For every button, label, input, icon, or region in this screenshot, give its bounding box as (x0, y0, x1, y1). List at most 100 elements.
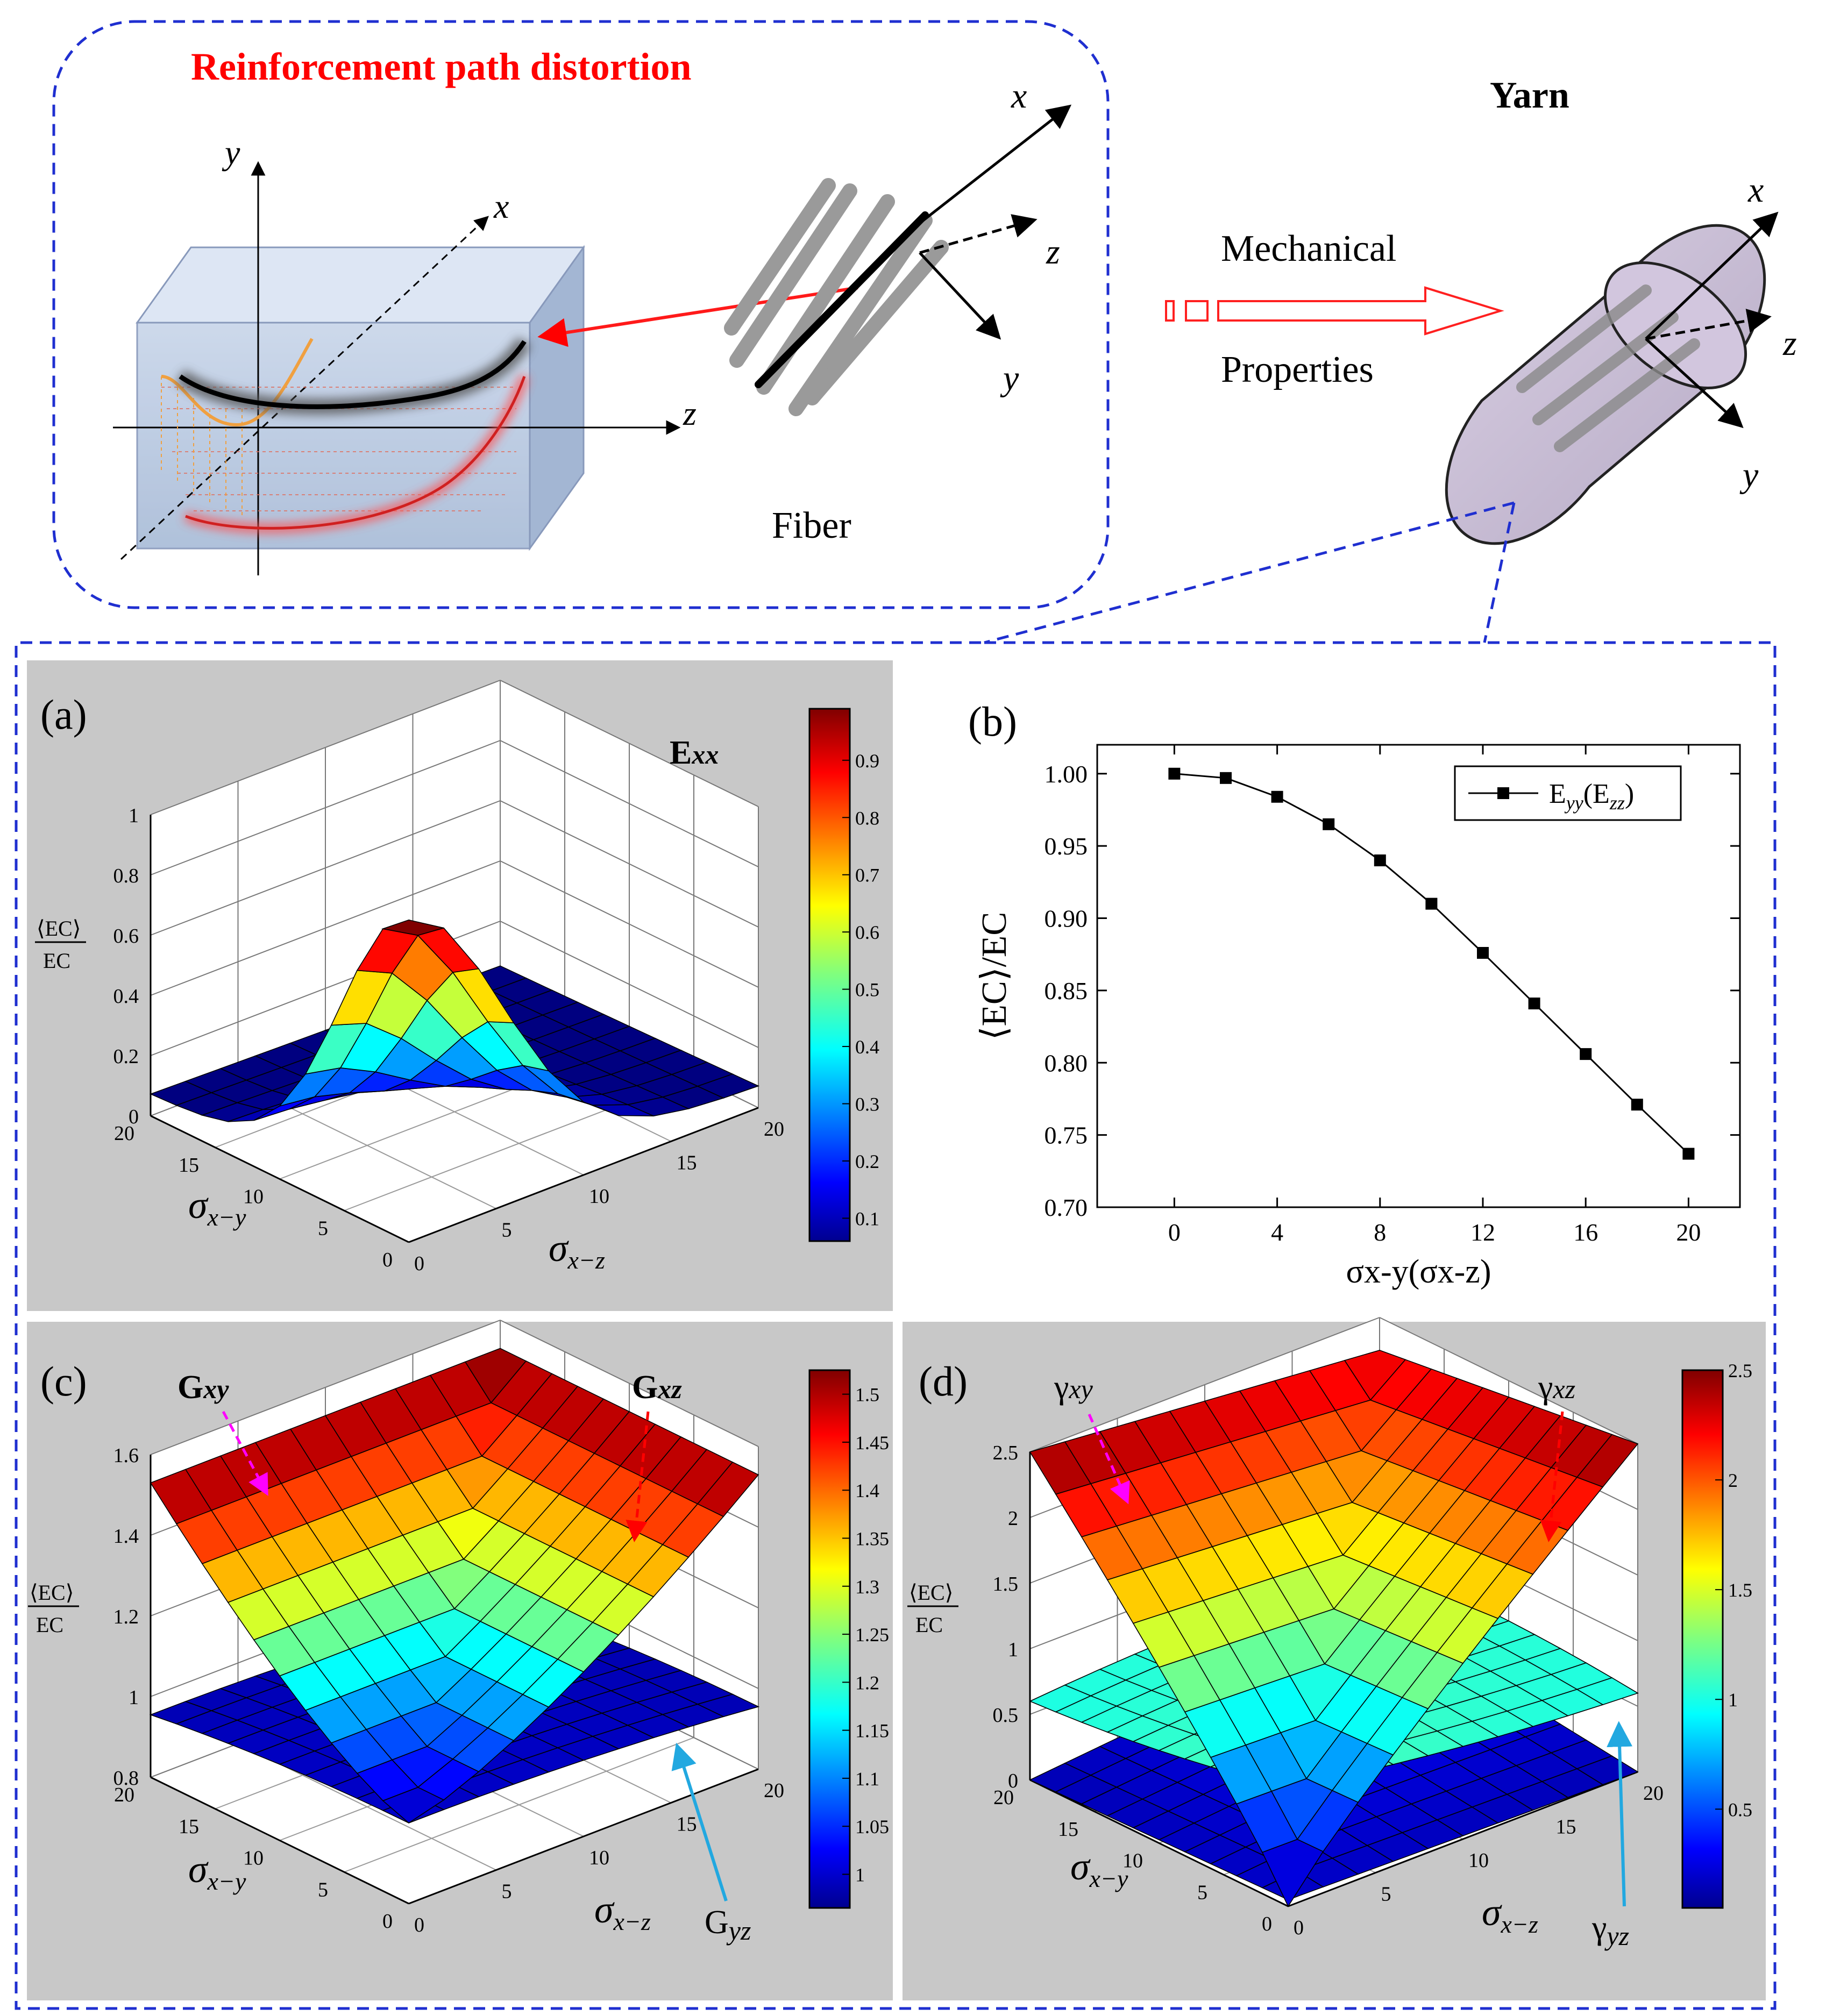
z-tick-label: 0.4 (113, 985, 139, 1008)
y-axis (150, 1115, 409, 1243)
colorbar-tick-label: 0.5 (855, 979, 879, 1001)
colorbar-tick-label: 0.6 (855, 922, 879, 943)
z-tick-label: 0.6 (113, 925, 139, 948)
surface-cell (381, 919, 444, 936)
y-tick-label: 10 (243, 1186, 264, 1208)
x-tick-label: 20 (1676, 1219, 1701, 1246)
wall-grid (500, 860, 759, 988)
panel-b-letter: (b) (968, 698, 1017, 745)
wall-grid (150, 680, 501, 815)
red-curve (185, 376, 526, 530)
distortion-box-outline (52, 20, 1110, 609)
panel-d-letter: (d) (919, 1358, 968, 1405)
y-tick-label: 0.90 (1045, 905, 1088, 932)
panel-b-chart: 0 4 8 12 16 20 0.70 0.75 0.80 0.85 0.90 0.95 1.00 σx-… (975, 744, 1741, 1290)
z-tick-label: 2 (1008, 1507, 1018, 1530)
z-tick-label: 0.8 (113, 1767, 139, 1790)
colorbar-tick-label: 1.3 (855, 1576, 879, 1598)
data-point (1528, 998, 1540, 1010)
colorbar-tick-label: 0.7 (855, 865, 879, 886)
colorbar-tick-label: 1 (1728, 1689, 1738, 1711)
matrix-box (136, 245, 585, 551)
fiber-axis-z-label: z (1046, 232, 1060, 272)
x-tick-label: 0 (414, 1252, 424, 1275)
z-tick-label: 1 (1008, 1639, 1018, 1661)
panel-d-gyz-arrow (1607, 1721, 1633, 1907)
x-axis-label: σx-y(σx-z) (1346, 1253, 1491, 1290)
panel-c-gxz-arrow (626, 1411, 650, 1542)
colorbar-tick-label: 1.5 (855, 1384, 879, 1406)
colorbar-tick-label: 2 (1728, 1470, 1738, 1491)
x-tick-label: 20 (1643, 1782, 1664, 1805)
y-tick-label: 15 (179, 1154, 199, 1177)
box-axes (113, 161, 681, 575)
colorbar-tick-label: 1.35 (855, 1528, 889, 1550)
x-tick-label: 5 (502, 1219, 512, 1242)
colorbar-tick-label: 1.25 (855, 1624, 889, 1645)
colorbar-tick-label: 0.1 (855, 1208, 879, 1229)
colorbar-tick-label: 0.4 (855, 1036, 879, 1058)
x-tick-label: 10 (589, 1847, 609, 1869)
wall-grid (150, 740, 501, 875)
colorbar-tick-label: 1.4 (855, 1480, 879, 1501)
z-tick-label: 1.5 (993, 1573, 1019, 1595)
wall-grid (150, 1320, 501, 1455)
connector-right (1483, 502, 1516, 643)
x-tick-label: 16 (1573, 1219, 1598, 1246)
x-tick-label: 15 (677, 1152, 697, 1174)
fiber-axis-y (919, 252, 1001, 340)
data-point (1580, 1048, 1592, 1060)
z-tick-label: 0.2 (113, 1045, 139, 1068)
y-axis (1029, 1779, 1289, 1907)
colorbar-tick-label: 0.2 (855, 1151, 879, 1172)
panel-c-colorbar: 1 1.05 1.1 1.15 1.2 1.25 1.3 1.35 1.4 1.45 1.5 (808, 1369, 889, 1909)
yarn-axis-z (1645, 309, 1772, 340)
y-tick-label: 5 (318, 1878, 328, 1901)
wall-grid (500, 680, 759, 807)
z-tick-label: 1.2 (113, 1606, 139, 1628)
colorbar-tick-label: 0.3 (855, 1094, 879, 1115)
y-tick-label: 0.95 (1045, 832, 1088, 860)
connector-left (984, 501, 1515, 644)
colorbar-tick-label: 1.15 (855, 1720, 889, 1742)
fiber-label: Fiber (772, 505, 851, 546)
data-point (1631, 1099, 1643, 1111)
panel-d-gxz-label: γxz (1538, 1369, 1575, 1406)
y-tick-label: 15 (1058, 1818, 1078, 1841)
fiber-axis-y-label: y (1000, 359, 1019, 398)
orange-projection-lines (161, 376, 243, 516)
panel-b: (b) 0 4 8 12 16 20 0.70 0.75 0.80 0.85 0.90 0.95 1.0… (968, 698, 1741, 1290)
wall-grid (150, 800, 501, 936)
panel-a-colorbar: 0.1 0.2 0.3 0.4 0.5 0.6 0.7 0.8 0.9 (808, 708, 879, 1242)
x-tick-label: 0 (414, 1914, 424, 1936)
data-point (1477, 947, 1489, 959)
x-tick-label: 10 (1468, 1849, 1489, 1872)
fiber-axis-x (919, 104, 1072, 224)
panel-a-zlabel-den: EC (43, 949, 70, 973)
panel-c-surface (149, 1348, 760, 1824)
y-tick-label: 5 (318, 1217, 328, 1239)
panel-c-letter: (c) (40, 1358, 87, 1405)
panel-d-gxz-arrow (1540, 1411, 1564, 1542)
panel-d-ylabel: σx−y (1070, 1845, 1128, 1892)
orange-curve (161, 338, 314, 427)
distortion-title: Reinforcement path distortion (191, 45, 692, 88)
y-tick-label: 20 (114, 1784, 134, 1806)
colorbar-gradient (808, 1369, 851, 1909)
legend-marker (1497, 787, 1509, 799)
panel-c-gyz-arrow (671, 1742, 728, 1901)
y-tick-label: 0 (382, 1249, 393, 1271)
panel-a-letter: (a) (40, 691, 87, 738)
x-tick-label: 10 (589, 1185, 609, 1208)
panel-d-gxy-arrow (1088, 1413, 1130, 1505)
fiber-main (755, 211, 929, 388)
data-point (1168, 767, 1181, 780)
z-tick-label: 0.8 (113, 865, 139, 887)
y-tick-label: 0.75 (1045, 1122, 1088, 1149)
x-tick-label: 15 (677, 1813, 697, 1836)
red-pointer-arrow (537, 286, 858, 347)
y-tick-label: 0.85 (1045, 977, 1088, 1005)
colorbar-tick-label: 0.5 (1728, 1799, 1752, 1820)
data-point (1220, 772, 1232, 784)
